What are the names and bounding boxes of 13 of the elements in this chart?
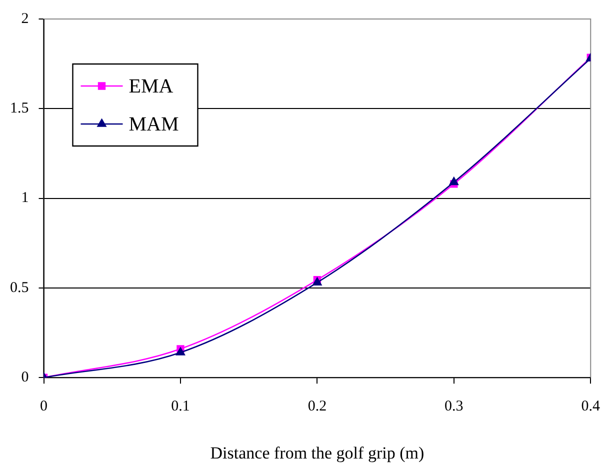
y-tick-label: 2 [21, 10, 29, 27]
x-axis-title: Distance from the golf grip (m) [210, 443, 424, 462]
x-tick-label: 0.4 [581, 398, 600, 415]
legend-label: EMA [128, 75, 174, 98]
x-tick-label: 0.2 [308, 398, 327, 415]
y-tick-label: 0 [21, 370, 29, 386]
y-tick-label: 0.5 [10, 280, 29, 296]
y-tick-label: 1.5 [10, 100, 29, 117]
x-tick-label: 0.3 [444, 398, 464, 415]
legend-label: MAM [128, 113, 179, 136]
y-tick-label: 1 [21, 190, 29, 206]
x-tick-label: 0 [40, 398, 48, 415]
x-tick-label: 0.1 [171, 398, 190, 415]
